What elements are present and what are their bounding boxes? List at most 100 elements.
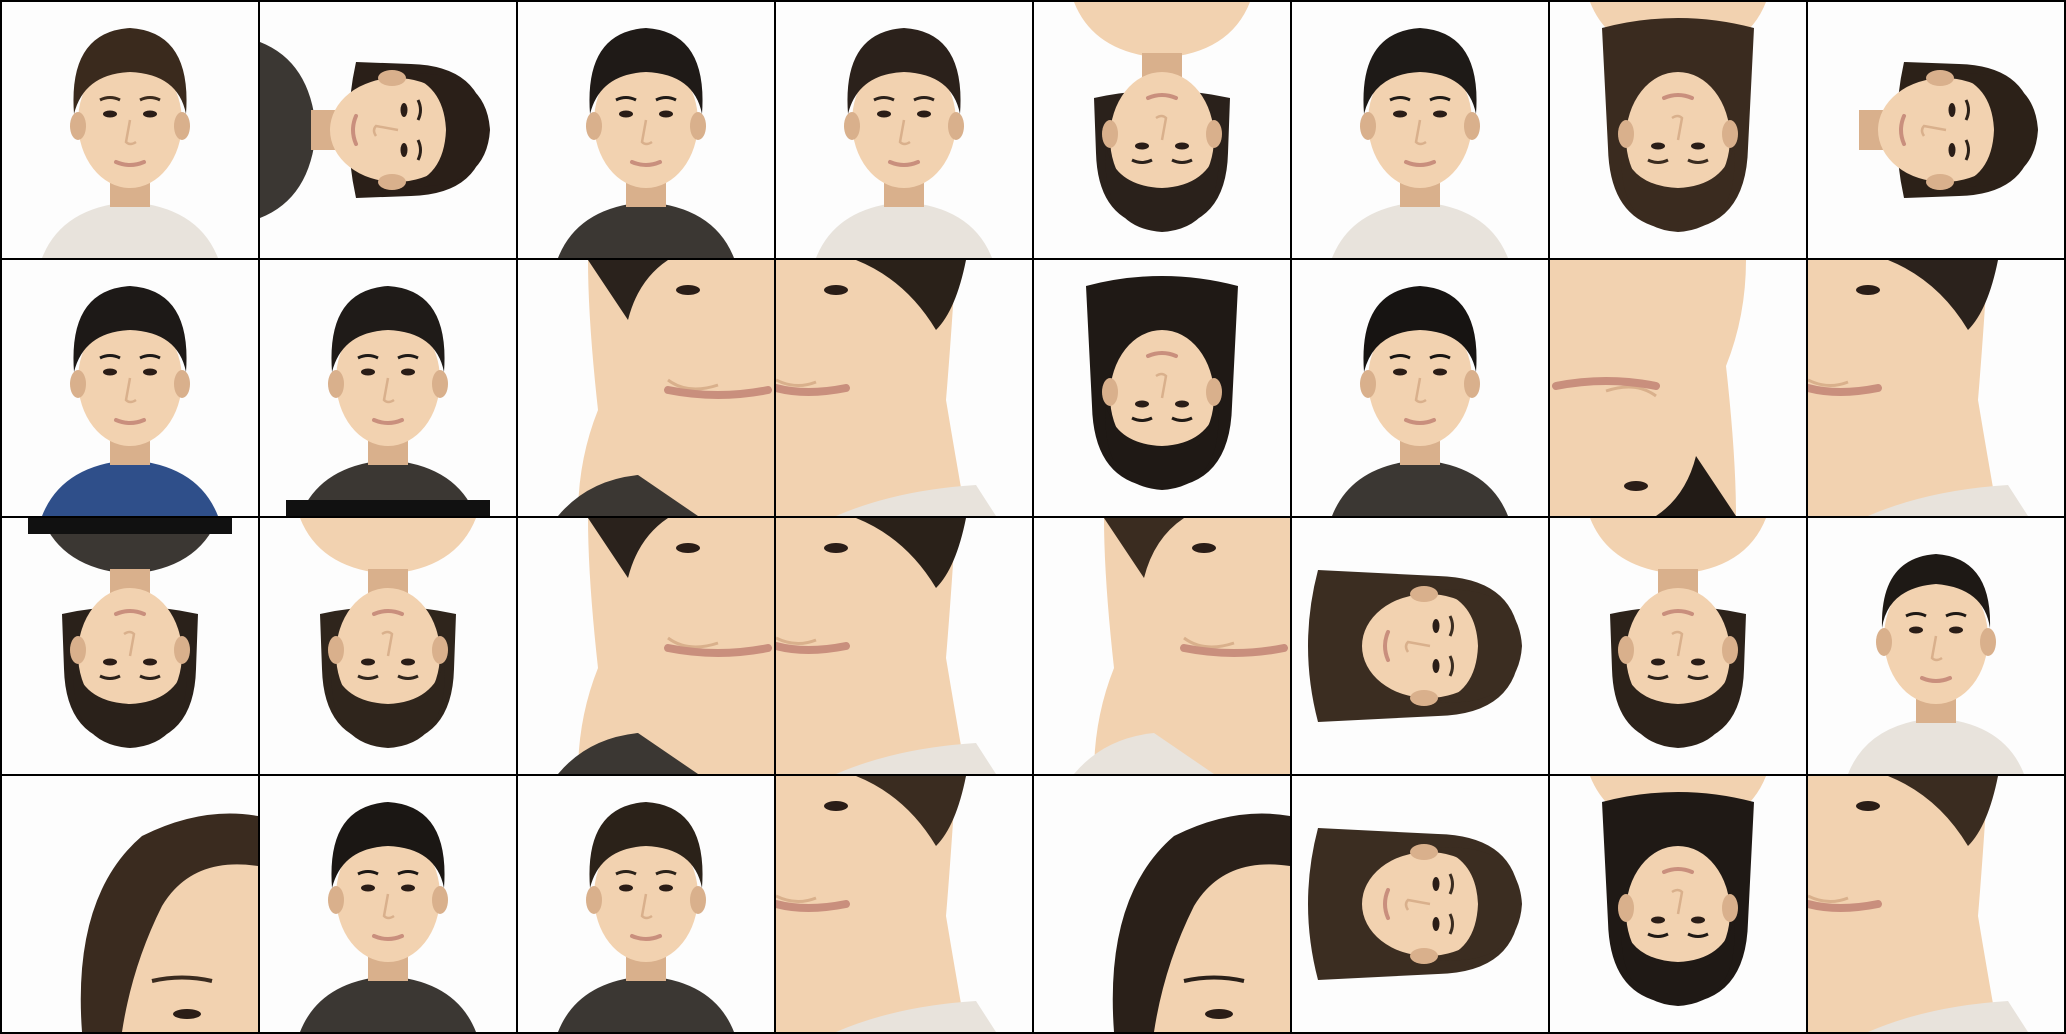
eye xyxy=(1909,626,1923,634)
eye xyxy=(173,1009,201,1019)
face-tile xyxy=(1292,518,1548,774)
ear xyxy=(174,370,190,398)
eyebrow xyxy=(1131,158,1153,164)
face-closeup xyxy=(776,776,966,1032)
nose xyxy=(1404,898,1431,911)
face-image xyxy=(1590,776,1766,1006)
eyebrow xyxy=(1964,99,1970,121)
eyebrow xyxy=(615,870,637,876)
eyebrow xyxy=(397,674,419,680)
face-image xyxy=(1590,2,1766,232)
face-tile xyxy=(1808,260,2064,516)
eye xyxy=(1856,801,1880,811)
face-tile xyxy=(1808,776,2064,1032)
face-closeup xyxy=(776,260,966,516)
nose xyxy=(381,630,394,657)
mouth xyxy=(372,418,404,425)
ear xyxy=(378,70,406,86)
ear xyxy=(1722,636,1738,664)
eye xyxy=(1432,619,1440,633)
ear xyxy=(690,112,706,140)
ear xyxy=(1876,628,1892,656)
face-image xyxy=(300,518,476,748)
nose xyxy=(667,636,719,649)
clothing xyxy=(558,475,698,516)
face-tile xyxy=(1550,260,1806,516)
eye xyxy=(659,110,673,118)
ear xyxy=(70,636,86,664)
ear xyxy=(1464,370,1480,398)
ear xyxy=(1722,894,1738,922)
eyebrow xyxy=(139,96,161,102)
ear xyxy=(1464,112,1480,140)
nose xyxy=(372,124,399,137)
hair-top xyxy=(1105,404,1219,490)
eye xyxy=(143,368,157,376)
nose xyxy=(1155,372,1168,399)
hair-top xyxy=(331,802,445,888)
eyebrow xyxy=(1389,96,1411,102)
hair-top xyxy=(1436,589,1522,703)
face-group xyxy=(1859,62,2038,198)
clothing xyxy=(1848,718,2024,774)
hair xyxy=(1112,813,1290,1032)
eyebrow xyxy=(1647,932,1669,938)
nose xyxy=(124,377,137,404)
hair-top xyxy=(73,286,187,372)
hair-top xyxy=(1436,847,1522,961)
ear xyxy=(1722,120,1738,148)
clothing xyxy=(836,743,996,774)
mouth xyxy=(630,934,662,941)
clothing xyxy=(558,976,734,1032)
eye xyxy=(676,285,700,295)
ear xyxy=(432,636,448,664)
nose xyxy=(640,119,653,146)
face-tile xyxy=(518,260,774,516)
face-image xyxy=(1112,813,1290,1032)
face-group xyxy=(1086,276,1238,490)
nose xyxy=(1808,894,1849,903)
dark-band xyxy=(286,500,490,516)
clothing xyxy=(1868,1001,2028,1032)
face-closeup xyxy=(1808,260,1998,516)
face-image xyxy=(776,260,996,516)
ear xyxy=(586,886,602,914)
face-group xyxy=(1808,776,2028,1032)
ear xyxy=(1410,586,1438,602)
eye xyxy=(1393,368,1407,376)
ear xyxy=(1410,948,1438,964)
eye xyxy=(1433,110,1447,118)
eyebrow xyxy=(655,96,677,102)
face-tile xyxy=(2,2,258,258)
clothing xyxy=(1332,460,1508,516)
hair xyxy=(1656,456,1736,516)
hair xyxy=(80,813,258,1032)
eye xyxy=(1651,142,1665,150)
ear xyxy=(1360,112,1376,140)
eyebrow xyxy=(1448,615,1454,637)
clothing xyxy=(1868,485,2028,516)
face-tile xyxy=(260,260,516,516)
eyebrow xyxy=(1647,158,1669,164)
hair xyxy=(856,518,966,588)
face-group xyxy=(558,802,734,1032)
eye xyxy=(401,658,415,666)
face-image xyxy=(42,286,218,516)
face-group xyxy=(776,776,996,1032)
face-tile xyxy=(1034,776,1290,1032)
eye xyxy=(1432,659,1440,673)
face-tile xyxy=(260,2,516,258)
nose xyxy=(1404,640,1431,653)
face-image xyxy=(558,518,774,774)
mouth xyxy=(114,418,146,425)
eyebrow xyxy=(151,975,213,983)
eyebrow xyxy=(1964,139,1970,161)
eye xyxy=(361,368,375,376)
ear xyxy=(1618,894,1634,922)
face-group xyxy=(558,28,734,258)
face-image xyxy=(1074,2,1250,232)
face-group xyxy=(1590,776,1766,1006)
mouth xyxy=(1662,93,1694,100)
mouth xyxy=(664,386,772,399)
face-tile xyxy=(260,776,516,1032)
